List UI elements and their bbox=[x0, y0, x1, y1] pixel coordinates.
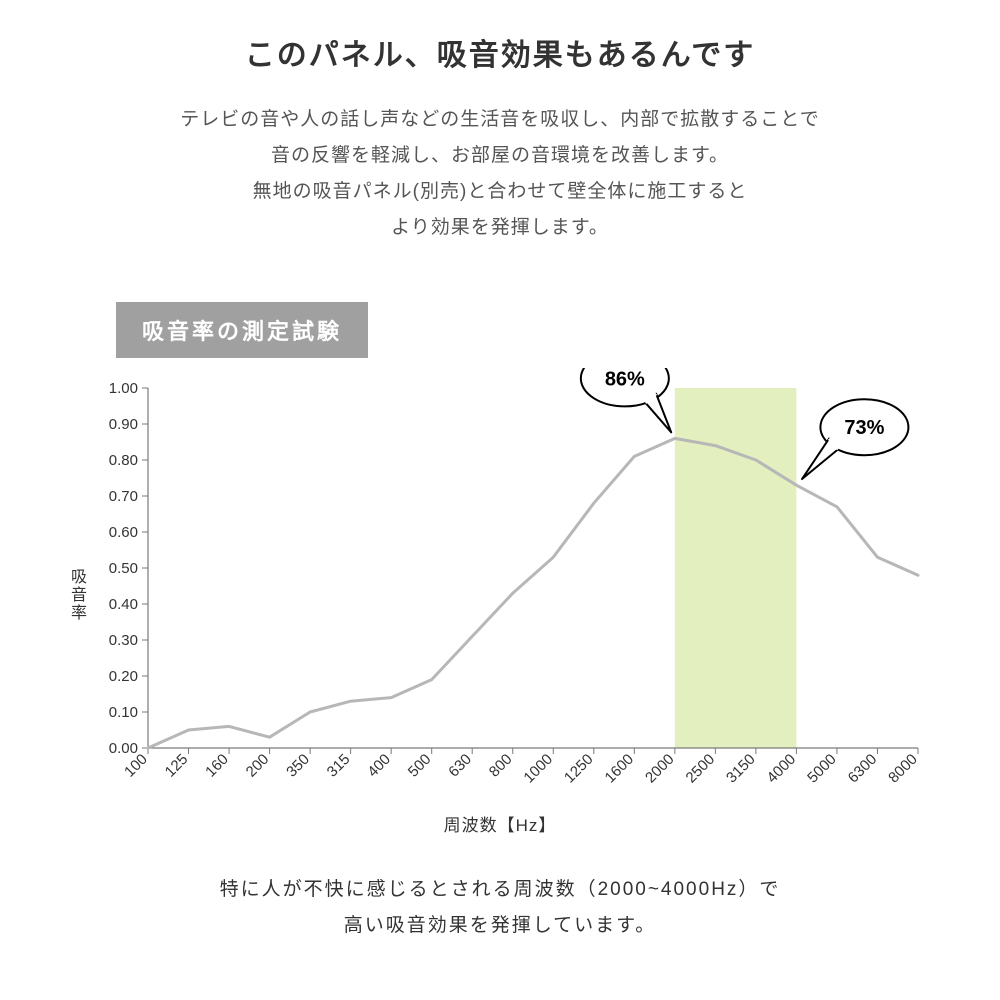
x-tick-label: 200 bbox=[243, 751, 273, 781]
x-tick-label: 1250 bbox=[561, 751, 597, 787]
y-tick-label: 0.40 bbox=[109, 596, 138, 613]
chart-ylabel: 吸音率 bbox=[64, 568, 88, 622]
footer-note: 特に人が不快に感じるとされる周波数（2000~4000Hz）で高い吸音効果を発揮… bbox=[0, 872, 1000, 944]
callout-label: 86% bbox=[605, 369, 645, 391]
y-tick-label: 0.80 bbox=[109, 452, 138, 469]
description-line: テレビの音や人の話し声などの生活音を吸収し、内部で拡散することで bbox=[0, 102, 1000, 138]
x-tick-label: 160 bbox=[202, 751, 232, 781]
x-tick-label: 6300 bbox=[845, 751, 881, 787]
callout-label: 73% bbox=[844, 418, 884, 440]
y-tick-label: 0.10 bbox=[109, 704, 138, 721]
x-tick-label: 1600 bbox=[602, 751, 638, 787]
x-tick-label: 2000 bbox=[642, 751, 678, 787]
description-block: テレビの音や人の話し声などの生活音を吸収し、内部で拡散することで音の反響を軽減し… bbox=[0, 102, 1000, 246]
chart-xlabel: 周波数【Hz】 bbox=[70, 811, 930, 836]
description-line: 無地の吸音パネル(別売)と合わせて壁全体に施工すると bbox=[0, 174, 1000, 210]
chart-svg: 0.00 0.10 0.20 0.30 0.40 0.50 0.60 0.70 0.80 0.90… bbox=[70, 368, 930, 838]
y-tick-label: 0.30 bbox=[109, 632, 138, 649]
x-tick-label: 125 bbox=[162, 751, 192, 781]
x-tick-label: 3150 bbox=[723, 751, 759, 787]
x-tick-label: 800 bbox=[486, 751, 516, 781]
description-line: 音の反響を軽減し、お部屋の音環境を改善します。 bbox=[0, 138, 1000, 174]
x-tick-label: 630 bbox=[445, 751, 475, 781]
y-tick-label: 0.20 bbox=[109, 668, 138, 685]
description-line: より効果を発揮します。 bbox=[0, 210, 1000, 246]
page-title: このパネル、吸音効果もあるんです bbox=[0, 0, 1000, 74]
x-tick-label: 4000 bbox=[764, 751, 800, 787]
x-tick-label: 400 bbox=[364, 751, 394, 781]
y-tick-label: 0.00 bbox=[109, 740, 138, 757]
y-tick-label: 0.90 bbox=[109, 416, 138, 433]
x-tick-label: 315 bbox=[324, 751, 354, 781]
chart-badge: 吸音率の測定試験 bbox=[116, 302, 368, 358]
x-tick-label: 500 bbox=[405, 751, 435, 781]
data-line bbox=[148, 439, 918, 749]
x-tick-label: 2500 bbox=[683, 751, 719, 787]
x-tick-label: 5000 bbox=[804, 751, 840, 787]
y-tick-label: 0.50 bbox=[109, 560, 138, 577]
x-tick-label: 350 bbox=[283, 751, 313, 781]
absorption-chart: 0.00 0.10 0.20 0.30 0.40 0.50 0.60 0.70 0.80 0.90… bbox=[70, 368, 930, 838]
x-tick-label: 1000 bbox=[520, 751, 556, 787]
y-tick-label: 0.60 bbox=[109, 524, 138, 541]
y-tick-label: 0.70 bbox=[109, 488, 138, 505]
footer-line: 特に人が不快に感じるとされる周波数（2000~4000Hz）で bbox=[0, 872, 1000, 908]
y-tick-label: 1.00 bbox=[109, 380, 138, 397]
footer-line: 高い吸音効果を発揮しています。 bbox=[0, 908, 1000, 944]
x-tick-label: 8000 bbox=[885, 751, 921, 787]
